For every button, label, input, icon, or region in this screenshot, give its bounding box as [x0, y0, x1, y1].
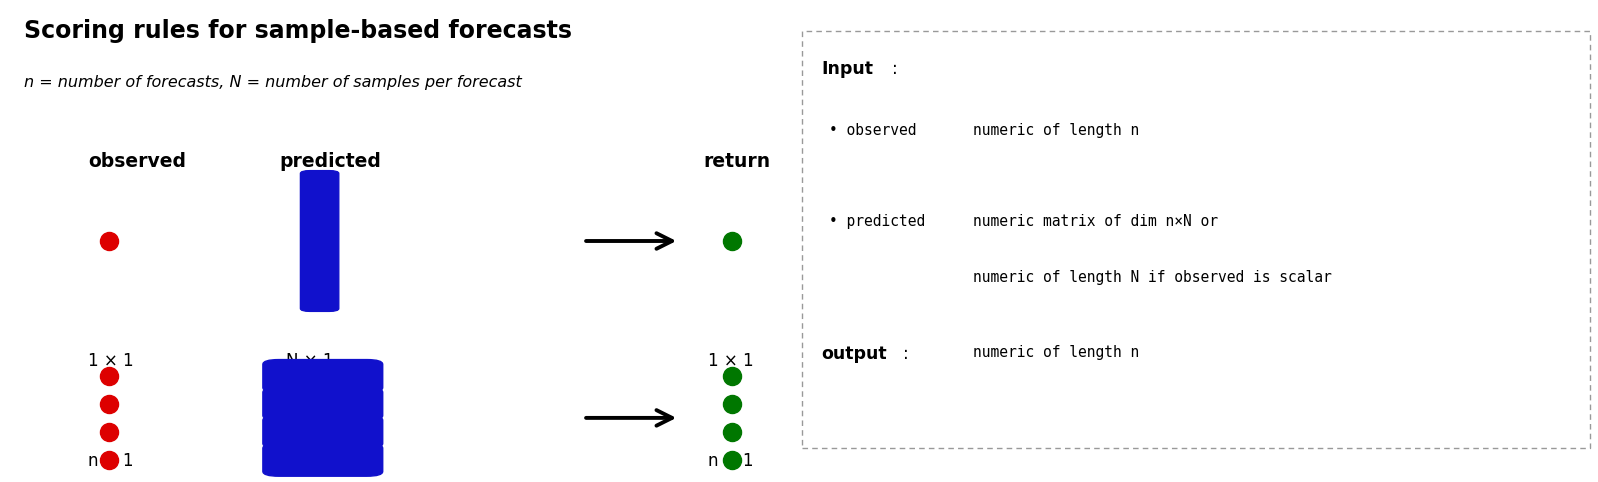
Text: numeric of length n: numeric of length n [973, 345, 1139, 360]
Text: 1 × 1: 1 × 1 [88, 352, 134, 370]
Text: N × 1: N × 1 [286, 352, 334, 370]
Text: Input: Input [821, 60, 874, 78]
Text: • observed: • observed [829, 123, 917, 138]
Text: • predicted: • predicted [829, 214, 925, 229]
Text: Scoring rules for sample-based forecasts: Scoring rules for sample-based forecasts [24, 19, 572, 43]
Text: :: : [892, 60, 898, 78]
Text: n × 1: n × 1 [708, 452, 753, 470]
Text: return: return [703, 152, 770, 171]
FancyBboxPatch shape [802, 31, 1590, 448]
Text: n × 1: n × 1 [88, 452, 133, 470]
FancyBboxPatch shape [262, 388, 384, 420]
FancyBboxPatch shape [262, 415, 384, 448]
Text: numeric of length N if observed is scalar: numeric of length N if observed is scala… [973, 270, 1331, 285]
FancyBboxPatch shape [262, 360, 384, 392]
Text: numeric of length n: numeric of length n [973, 123, 1139, 138]
Text: output: output [821, 345, 887, 362]
Text: 1 × 1: 1 × 1 [708, 352, 754, 370]
Text: :: : [903, 345, 909, 362]
Text: predicted: predicted [280, 152, 382, 171]
Text: n × N: n × N [286, 452, 334, 470]
Text: numeric matrix of dim n×N or: numeric matrix of dim n×N or [973, 214, 1218, 229]
FancyBboxPatch shape [262, 443, 384, 476]
Text: n = number of forecasts, N = number of samples per forecast: n = number of forecasts, N = number of s… [24, 75, 521, 90]
FancyBboxPatch shape [300, 171, 339, 311]
Text: observed: observed [88, 152, 185, 171]
